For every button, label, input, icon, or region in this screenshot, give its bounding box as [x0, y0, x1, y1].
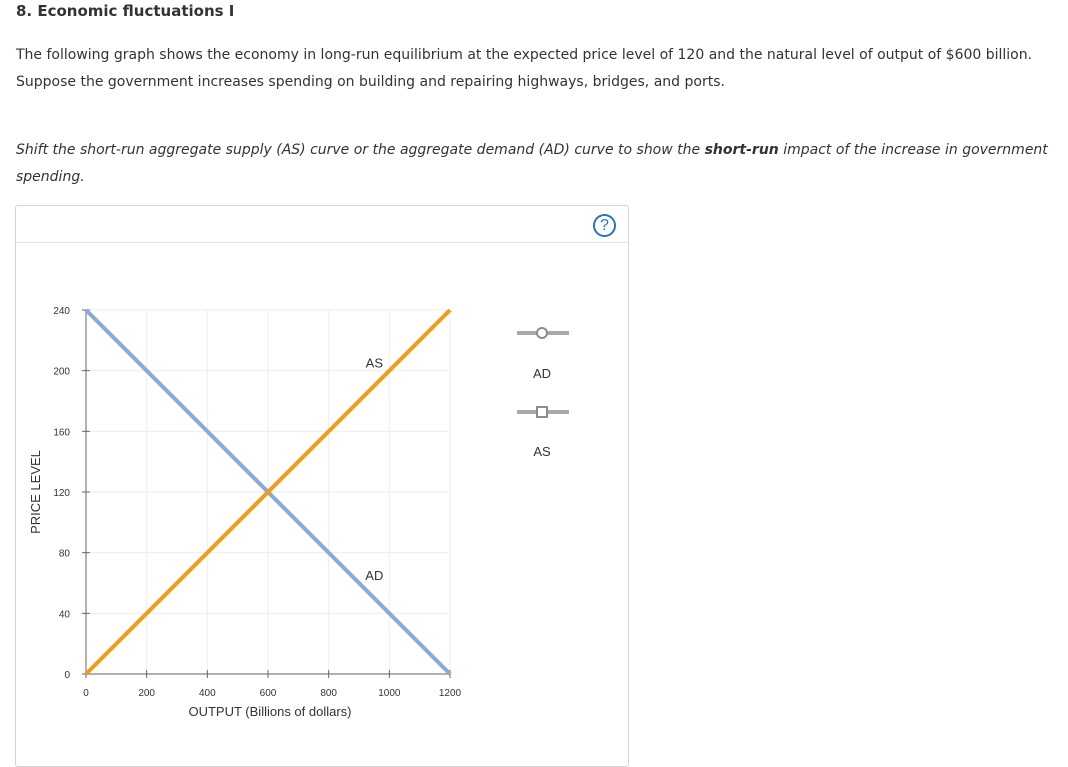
question-intro: The following graph shows the economy in…: [16, 42, 1056, 96]
question-instruction: Shift the short-run aggregate supply (AS…: [16, 137, 1056, 191]
y-tick-label: 240: [53, 306, 70, 317]
panel-header-divider: [16, 242, 628, 243]
x-tick-label: 0: [83, 688, 89, 699]
instruction-text-2: impact of the increase in government: [783, 142, 1048, 158]
y-axis-title: PRICE LEVEL: [28, 450, 43, 534]
help-icon[interactable]: ?: [593, 214, 616, 237]
chart-svg: 0 200 400 600 800 1000 1200 0 40 80 120 160 200 240 OU…: [28, 306, 569, 719]
as-curve-label: AS: [366, 356, 384, 371]
intro-line-2: Suppose the government increases spendin…: [16, 74, 725, 90]
instruction-bold: short-run: [704, 142, 779, 158]
series-layer: [84, 308, 452, 676]
x-tick-label: 400: [199, 688, 216, 699]
ad-curve-label: AD: [365, 568, 383, 583]
y-tick-label: 80: [59, 549, 71, 560]
legend-ad-handle: [536, 327, 548, 339]
question-title: 8. Economic fluctuations I: [16, 2, 235, 20]
instruction-text-1: Shift the short-run aggregate supply (AS…: [16, 142, 701, 158]
x-tick-label: 200: [138, 688, 155, 699]
axis-layer: [82, 309, 451, 678]
label-layer: 0 200 400 600 800 1000 1200 0 40 80 120 160 200 240 OU…: [28, 306, 462, 719]
legend-as[interactable]: AS: [517, 406, 569, 459]
x-axis-title: OUTPUT (Billions of dollars): [188, 704, 351, 719]
y-tick-label: 200: [53, 367, 70, 378]
y-tick-label: 0: [64, 670, 70, 681]
graph-panel: ? 0 200 400 600 800 1000 1200 0 40 80 120 160 200 240…: [15, 205, 629, 767]
x-tick-label: 1200: [439, 688, 462, 699]
x-tick-label: 600: [260, 688, 277, 699]
as-curve: [84, 308, 452, 676]
y-tick-label: 120: [53, 488, 70, 499]
legend-ad-label: AD: [533, 366, 551, 381]
x-tick-label: 800: [320, 688, 337, 699]
legend-ad[interactable]: AD: [517, 327, 569, 381]
intro-line-1: The following graph shows the economy in…: [16, 47, 1033, 63]
y-tick-label: 160: [53, 427, 70, 438]
legend-as-handle: [536, 406, 548, 418]
instruction-line-1: Shift the short-run aggregate supply (AS…: [16, 137, 1056, 164]
y-tick-label: 40: [59, 609, 71, 620]
x-tick-label: 1000: [378, 688, 401, 699]
instruction-line-2: spending.: [16, 169, 85, 185]
legend-as-label: AS: [533, 444, 551, 459]
